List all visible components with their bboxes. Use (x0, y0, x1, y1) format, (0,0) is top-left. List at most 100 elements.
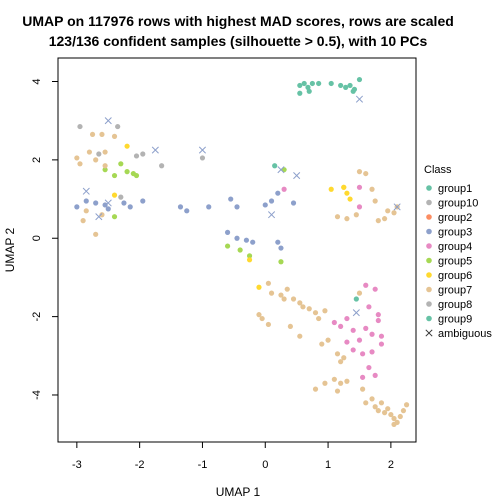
point-ambiguous (104, 117, 112, 125)
point-group4 (360, 351, 366, 357)
point-group7 (331, 376, 337, 382)
point-group7 (334, 388, 341, 394)
point-group7 (338, 380, 344, 386)
x-tick-label: -3 (72, 459, 82, 471)
y-tick-label: -2 (31, 312, 43, 322)
point-group3 (184, 208, 190, 214)
point-group7 (388, 411, 394, 418)
point-group7 (381, 216, 388, 222)
point-group4 (372, 286, 378, 292)
y-tick-label: -4 (31, 390, 43, 400)
point-group4 (378, 341, 385, 347)
point-group8 (133, 153, 140, 159)
point-group7 (86, 149, 93, 155)
point-group7 (93, 157, 99, 163)
point-group7 (381, 410, 388, 416)
point-group4 (360, 374, 366, 380)
x-marker-stroke (267, 211, 276, 219)
point-group4 (331, 319, 337, 326)
point-group6 (341, 184, 347, 190)
legend-label-group4: group4 (438, 241, 472, 253)
point-group1 (356, 76, 363, 83)
point-group3 (278, 245, 284, 251)
x-marker-stroke (95, 213, 103, 221)
point-group7 (297, 333, 303, 339)
legend-label-group2: group2 (438, 212, 472, 224)
point-group7 (363, 170, 369, 177)
point-group1 (309, 80, 315, 87)
x-marker-stroke (293, 171, 301, 180)
point-ambiguous (151, 146, 159, 154)
point-group7 (385, 406, 391, 412)
x-marker-stroke (151, 146, 159, 154)
legend-label-group6: group6 (438, 270, 472, 282)
point-group1 (305, 84, 311, 90)
point-group4 (338, 323, 344, 330)
point-group7 (375, 218, 381, 224)
point-group6 (328, 186, 334, 192)
point-group7 (363, 400, 369, 406)
point-group10 (199, 155, 206, 161)
y-tick-label: 4 (31, 78, 43, 84)
point-group3 (290, 200, 297, 206)
point-group3 (206, 204, 212, 210)
point-group4 (372, 372, 378, 378)
point-group7 (344, 378, 350, 384)
point-group7 (265, 280, 272, 286)
point-group5 (111, 214, 118, 220)
point-group4 (344, 339, 350, 345)
x-tick-label: 1 (325, 459, 331, 471)
point-group7 (259, 315, 265, 322)
legend-marker-group1 (426, 185, 432, 191)
point-group6 (344, 190, 350, 196)
point-group3 (228, 196, 234, 202)
point-group7 (290, 296, 297, 302)
point-group3 (243, 237, 250, 243)
legend-label-group3: group3 (438, 227, 472, 239)
point-group7 (334, 214, 341, 220)
x-marker-stroke (104, 199, 112, 207)
point-group7 (334, 351, 341, 357)
point-ambiguous (393, 203, 401, 211)
point-group5 (133, 172, 140, 179)
point-group4 (375, 317, 381, 324)
point-group7 (344, 216, 350, 222)
point-group1 (306, 88, 312, 94)
point-group7 (325, 337, 331, 343)
chart-title-line1: UMAP on 117976 rows with highest MAD sco… (22, 13, 454, 29)
legend-label-group5: group5 (438, 256, 472, 268)
point-group7 (319, 341, 325, 347)
point-group3 (250, 239, 256, 245)
legend-label-group10: group10 (438, 198, 478, 210)
x-axis: -3 -2 -1 0 1 2 (72, 442, 394, 471)
point-group5 (224, 243, 231, 249)
data-points (74, 76, 410, 427)
point-group3 (102, 202, 108, 208)
point-group7 (312, 310, 319, 316)
point-group7 (306, 306, 312, 312)
point-group5 (278, 259, 284, 265)
point-group4 (350, 327, 356, 333)
point-group3 (93, 200, 99, 206)
point-group7 (281, 296, 287, 302)
point-group1 (301, 80, 307, 87)
point-group7 (102, 149, 108, 155)
legend-marker-ambiguous (425, 329, 433, 337)
legend-label-ambiguous: ambiguous (438, 328, 492, 340)
point-group7 (93, 231, 99, 237)
point-group3 (234, 204, 240, 210)
x-marker-stroke (104, 117, 112, 125)
point-group7 (341, 355, 347, 361)
x-marker-stroke (355, 95, 364, 103)
point-group4 (350, 347, 356, 353)
point-group3 (224, 229, 231, 235)
point-group7 (80, 218, 86, 224)
plot-frame (57, 57, 417, 443)
point-group10 (115, 123, 121, 130)
point-group4 (369, 331, 375, 337)
y-axis: -4 -2 0 2 4 (31, 78, 58, 400)
point-group6 (246, 257, 253, 263)
point-group7 (83, 208, 89, 214)
point-group7 (316, 315, 322, 322)
